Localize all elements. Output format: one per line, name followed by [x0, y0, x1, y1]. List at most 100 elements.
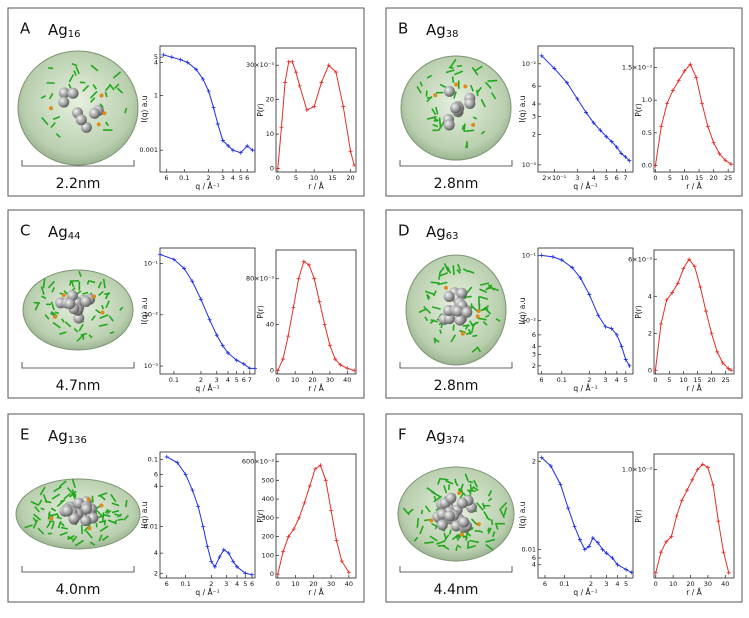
x-tick-label: 0.1	[559, 580, 569, 588]
x-tick-label: 2	[209, 580, 213, 588]
x-tick-label: 2	[587, 376, 591, 384]
ligand	[417, 518, 418, 528]
formula-element: Ag	[426, 223, 446, 241]
x-tick-label: 5	[604, 174, 608, 182]
x-tick-label: 6	[543, 580, 547, 588]
y-tick-label: 0	[648, 366, 652, 374]
x-tick-label: 0.1	[169, 376, 179, 384]
x-tick-label: 30	[326, 376, 334, 384]
x-tick-label: 6	[539, 376, 543, 384]
atom	[81, 296, 92, 307]
formula-subscript: 38	[446, 29, 459, 40]
x-tick-label: 10	[680, 174, 688, 182]
ligand	[456, 547, 457, 551]
x-axis-label: r / Å	[686, 182, 702, 191]
panel-letter: C	[20, 222, 30, 240]
x-tick-label: 0	[653, 376, 657, 384]
x-tick-label: 6	[164, 174, 168, 182]
y-tick-label: 6	[154, 470, 158, 478]
y-tick-label: 0	[270, 367, 274, 375]
x-tick-label: 40	[345, 580, 353, 588]
sulfur	[49, 516, 53, 520]
y-tick-label: 10	[266, 130, 274, 138]
atom	[89, 108, 100, 119]
sulfur	[100, 94, 104, 98]
x-tick-label: 25	[724, 174, 732, 182]
x-tick-label: 0	[276, 174, 280, 182]
ligand	[453, 265, 454, 275]
ligand	[492, 519, 493, 525]
x-tick-label: 0	[276, 376, 280, 384]
y-axis-label: P(r)	[256, 509, 265, 523]
x-tick-label: 5	[624, 376, 628, 384]
atom	[461, 307, 472, 318]
x-tick-label: 10	[669, 580, 677, 588]
y-tick-label: 200	[262, 533, 274, 541]
y-axis-label: I(q) a.u	[140, 501, 149, 528]
x-tick-label: 40	[343, 376, 351, 384]
x-tick-label: 2	[207, 174, 211, 182]
formula-subscript: 374	[446, 435, 465, 446]
y-tick-label: 20	[266, 96, 274, 104]
ligand	[488, 528, 489, 532]
atom	[68, 88, 79, 99]
y-tick-label: 4	[154, 549, 158, 557]
ligand	[424, 520, 430, 521]
atom	[444, 86, 455, 97]
atom	[62, 505, 73, 516]
ligand	[468, 481, 473, 482]
y-tick-label: 0.001	[139, 146, 158, 154]
x-tick-label: 2	[589, 580, 593, 588]
x-tick-label: 20	[308, 376, 316, 384]
atom	[58, 97, 69, 108]
ligand	[431, 282, 440, 283]
x-tick-label: 3	[603, 376, 607, 384]
y-tick-label: 0.5	[642, 129, 652, 137]
sulfur	[97, 122, 101, 126]
x-tick-label: 15	[695, 174, 703, 182]
sulfur	[429, 519, 433, 523]
sulfur	[87, 497, 91, 501]
sulfur	[460, 533, 464, 537]
atom	[445, 493, 456, 504]
y-axis-label: I(q) a.u	[518, 297, 527, 324]
x-tick-label: 6	[165, 580, 169, 588]
y-tick-label: 80×10⁻³	[246, 275, 274, 283]
size-label: 4.7nm	[56, 378, 101, 394]
ligand	[103, 512, 104, 521]
sulfur	[62, 293, 66, 297]
sulfur	[433, 93, 437, 97]
x-tick-label: 3	[221, 174, 225, 182]
x-tick-label: 2×10⁻¹	[542, 174, 566, 182]
atom	[458, 517, 469, 528]
x-tick-label: 4	[226, 376, 230, 384]
formula-element: Ag	[48, 21, 68, 39]
sulfur	[88, 526, 92, 530]
ligand	[92, 496, 93, 503]
y-tick-label: 6	[532, 331, 536, 339]
x-tick-label: 15	[693, 376, 701, 384]
formula-element: Ag	[426, 21, 446, 39]
x-tick-label: 10	[291, 580, 299, 588]
x-tick-label: 6	[615, 174, 619, 182]
x-axis-label: r / Å	[308, 182, 324, 191]
y-tick-label: 1	[154, 91, 158, 99]
y-tick-label: 3	[532, 350, 536, 358]
y-tick-label: 400	[262, 495, 274, 503]
y-tick-label: 10⁻³	[522, 161, 537, 169]
x-tick-label: 10	[291, 376, 299, 384]
ligand	[452, 76, 453, 82]
atom	[64, 298, 75, 309]
x-tick-label: 3	[224, 580, 228, 588]
sulfur	[101, 311, 105, 315]
y-tick-label: 1.5×10⁻³	[622, 64, 652, 72]
y-axis-label: P(r)	[634, 305, 643, 319]
y-tick-label: 600×10⁻³	[242, 458, 275, 466]
x-tick-label: 30	[327, 580, 335, 588]
formula-element: Ag	[48, 427, 68, 445]
x-tick-label: 4	[615, 376, 619, 384]
x-tick-label: 4	[235, 580, 239, 588]
panel-letter: D	[398, 222, 410, 240]
